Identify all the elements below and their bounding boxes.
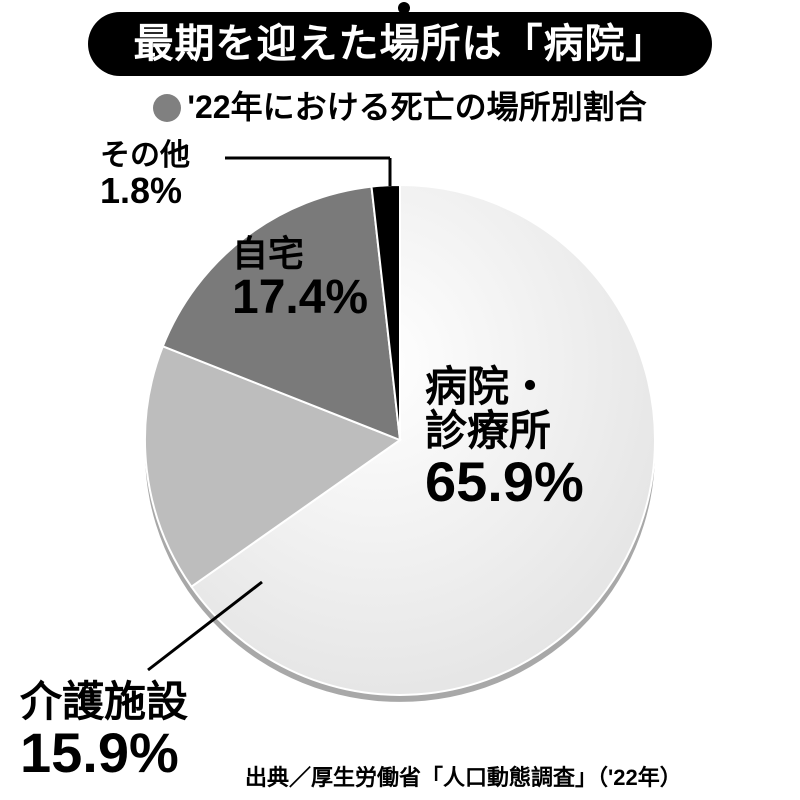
label-care: 介護施設15.9% <box>20 680 188 783</box>
label-other-name: その他 <box>100 140 190 172</box>
label-home-percent: 17.4% <box>232 273 368 323</box>
label-home: 自宅17.4% <box>232 235 368 323</box>
label-other: その他1.8% <box>100 140 190 209</box>
label-hospital-name: 病院・ 診療所 <box>425 365 584 453</box>
label-care-name: 介護施設 <box>20 680 188 724</box>
label-other-percent: 1.8% <box>100 172 190 210</box>
label-care-percent: 15.9% <box>20 724 188 783</box>
source-citation: 出典／厚生労働省「人口動態調査」（'22年） <box>245 760 682 792</box>
label-hospital: 病院・ 診療所65.9% <box>425 365 584 512</box>
label-hospital-percent: 65.9% <box>425 453 584 512</box>
label-home-name: 自宅 <box>232 235 368 273</box>
